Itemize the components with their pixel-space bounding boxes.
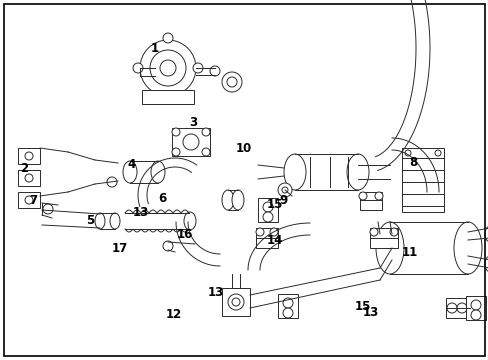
Circle shape — [470, 310, 480, 320]
Circle shape — [163, 241, 173, 251]
Ellipse shape — [222, 190, 234, 210]
Circle shape — [283, 308, 292, 318]
Text: 1: 1 — [151, 41, 159, 54]
Text: 2: 2 — [20, 162, 28, 175]
Text: 9: 9 — [278, 194, 286, 207]
Text: 13: 13 — [207, 285, 224, 298]
Circle shape — [263, 212, 272, 222]
Bar — [359, 192, 381, 210]
Circle shape — [150, 50, 185, 86]
Circle shape — [446, 303, 456, 313]
Text: 15: 15 — [354, 300, 370, 312]
Bar — [445, 298, 469, 318]
Circle shape — [172, 128, 180, 136]
Bar — [172, 128, 209, 156]
Text: 17: 17 — [112, 242, 128, 255]
Circle shape — [107, 177, 117, 187]
Ellipse shape — [346, 154, 368, 190]
Bar — [369, 228, 397, 248]
Bar — [18, 192, 40, 208]
Bar — [258, 198, 278, 222]
Circle shape — [133, 63, 142, 73]
Text: 6: 6 — [158, 192, 166, 204]
Circle shape — [358, 192, 366, 200]
Ellipse shape — [183, 212, 196, 230]
Circle shape — [25, 174, 33, 182]
Circle shape — [256, 228, 264, 236]
Circle shape — [278, 183, 291, 197]
Bar — [18, 170, 40, 186]
Circle shape — [226, 77, 237, 87]
Circle shape — [183, 134, 199, 150]
Circle shape — [434, 150, 440, 156]
Bar — [142, 90, 194, 104]
Circle shape — [389, 228, 397, 236]
Circle shape — [374, 192, 382, 200]
Ellipse shape — [110, 213, 120, 229]
Circle shape — [282, 187, 287, 193]
Text: 7: 7 — [29, 194, 37, 207]
Circle shape — [209, 66, 220, 76]
Circle shape — [202, 148, 209, 156]
Text: 10: 10 — [235, 141, 252, 154]
Circle shape — [283, 298, 292, 308]
Circle shape — [369, 228, 377, 236]
Ellipse shape — [484, 256, 488, 272]
Circle shape — [25, 196, 33, 204]
Circle shape — [172, 148, 180, 156]
Circle shape — [160, 60, 176, 76]
Ellipse shape — [231, 190, 244, 210]
Circle shape — [231, 298, 240, 306]
Bar — [465, 296, 485, 320]
Ellipse shape — [151, 161, 164, 183]
Circle shape — [25, 152, 33, 160]
Circle shape — [222, 72, 242, 92]
Circle shape — [269, 228, 278, 236]
Ellipse shape — [375, 222, 403, 274]
Circle shape — [140, 40, 196, 96]
Ellipse shape — [484, 226, 488, 242]
Text: 13: 13 — [362, 306, 378, 319]
Text: 16: 16 — [177, 229, 193, 242]
Circle shape — [163, 33, 173, 43]
Ellipse shape — [453, 222, 481, 274]
Bar — [222, 288, 249, 316]
Circle shape — [227, 294, 244, 310]
Text: 5: 5 — [86, 213, 94, 226]
Bar — [278, 294, 297, 318]
Circle shape — [163, 93, 173, 103]
Circle shape — [470, 300, 480, 310]
Ellipse shape — [284, 154, 305, 190]
Text: 3: 3 — [188, 116, 197, 129]
Text: 14: 14 — [266, 234, 283, 247]
Circle shape — [43, 204, 53, 214]
Bar — [401, 148, 443, 212]
Circle shape — [456, 303, 466, 313]
Circle shape — [193, 63, 203, 73]
Text: 15: 15 — [266, 198, 283, 211]
Bar — [256, 228, 278, 248]
Text: 4: 4 — [128, 158, 136, 171]
Circle shape — [404, 150, 410, 156]
Ellipse shape — [123, 161, 137, 183]
Text: 12: 12 — [165, 309, 182, 321]
Text: 8: 8 — [408, 156, 416, 168]
Ellipse shape — [95, 213, 105, 229]
Text: 11: 11 — [401, 246, 417, 258]
Circle shape — [263, 202, 272, 212]
Text: 13: 13 — [133, 206, 149, 219]
Circle shape — [202, 128, 209, 136]
Bar — [18, 148, 40, 164]
